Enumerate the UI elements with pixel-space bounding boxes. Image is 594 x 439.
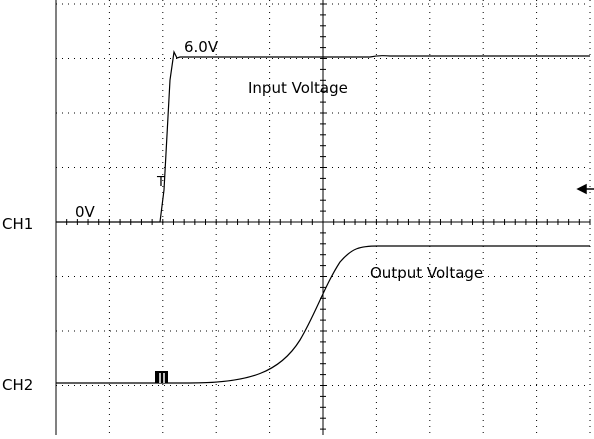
input-baseline-label: 0V — [75, 203, 96, 221]
trigger-marker — [155, 371, 168, 383]
input-trace — [56, 50, 590, 223]
output-trace — [56, 245, 590, 384]
trigger-time-marker: T — [156, 175, 165, 190]
ch1-label: CH1 — [2, 215, 33, 233]
input-label: Input Voltage — [248, 79, 348, 97]
trigger-level-arrow — [576, 183, 594, 195]
graticule — [56, 0, 591, 435]
output-label: Output Voltage — [370, 264, 483, 282]
ch2-label: CH2 — [2, 376, 33, 394]
input-level-label: 6.0V — [184, 38, 219, 56]
center-ticks — [55, 3, 591, 430]
